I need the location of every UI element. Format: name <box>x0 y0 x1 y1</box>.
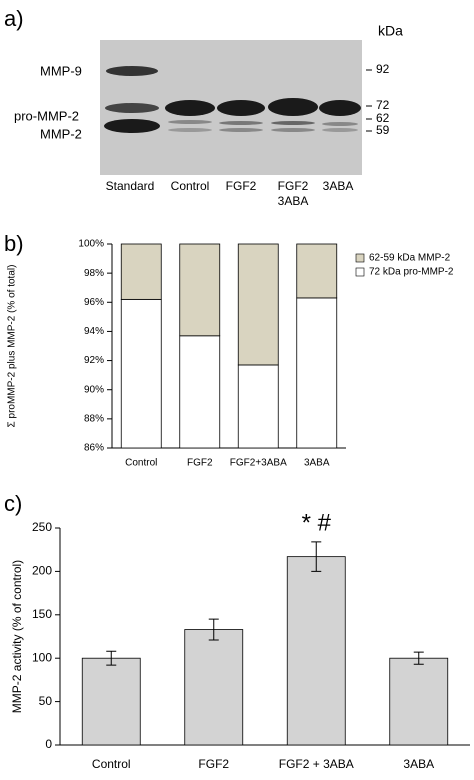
legend-swatch <box>355 267 365 277</box>
bar-segment <box>120 298 162 449</box>
error-bar <box>208 618 219 641</box>
x-tick-label: Control <box>125 458 157 469</box>
bar-segment <box>296 243 338 299</box>
y-tick-label: 88% <box>84 413 104 424</box>
lane-label: FGF2 <box>226 179 257 193</box>
marker-label: 72 <box>376 98 390 112</box>
x-tick-label: FGF2 <box>198 757 229 771</box>
y-tick-label: 200 <box>32 564 52 578</box>
bar-segment <box>296 297 338 449</box>
y-tick-label: 100 <box>32 650 52 664</box>
lane-label: Standard <box>106 179 155 193</box>
error-bar <box>311 541 322 572</box>
x-tick-label: FGF2 <box>187 458 213 469</box>
legend-label: 72 kDa pro-MMP-2 <box>369 267 454 278</box>
marker-label: 59 <box>376 123 390 137</box>
marker-label: 62 <box>376 111 390 125</box>
band-label: MMP-9 <box>40 63 82 78</box>
bar <box>286 556 346 746</box>
y-tick-label: 250 <box>32 520 52 534</box>
gel-bands <box>104 66 361 133</box>
lane-label: FGF2 <box>278 179 309 193</box>
panel-label: c) <box>4 491 22 516</box>
bar <box>184 629 244 746</box>
bar <box>81 657 141 746</box>
panel-label: b) <box>4 231 24 256</box>
bar-segment <box>179 335 221 449</box>
y-tick-label: 98% <box>84 268 104 279</box>
y-tick-label: 50 <box>39 694 53 708</box>
y-tick-label: 90% <box>84 384 104 395</box>
bar-segment <box>237 243 279 366</box>
error-bar <box>413 651 424 665</box>
marker-label: 92 <box>376 62 390 76</box>
lane-label: 3ABA <box>323 179 354 193</box>
x-tick-label: Control <box>92 757 131 771</box>
y-axis-label: MMP-2 activity (% of control) <box>10 560 24 713</box>
legend-label: 62-59 kDa MMP-2 <box>369 253 451 264</box>
x-tick-label: FGF2+3ABA <box>230 458 287 469</box>
y-tick-label: 86% <box>84 443 104 454</box>
y-tick-label: 150 <box>32 607 52 621</box>
y-tick-label: 0 <box>45 737 52 751</box>
band-label: MMP-2 <box>40 126 82 141</box>
bar-segment <box>120 243 162 300</box>
bar-segment <box>237 364 279 449</box>
x-tick-label: 3ABA <box>304 458 330 469</box>
lane-label: Control <box>171 179 210 193</box>
marker-dashes <box>366 69 372 132</box>
y-tick-label: 94% <box>84 326 104 337</box>
unit-label: kDa <box>378 23 403 39</box>
y-tick-label: 96% <box>84 297 104 308</box>
x-tick-label: 3ABA <box>403 757 434 771</box>
bar <box>389 657 449 746</box>
y-tick-label: 92% <box>84 355 104 366</box>
legend-swatch <box>355 253 365 263</box>
panel-label: a) <box>4 6 24 31</box>
lane-label: 3ABA <box>278 194 309 208</box>
y-axis-label: Σ proMMP-2 plus MMP-2 (% of total) <box>7 265 18 428</box>
annotation: * # <box>302 509 332 536</box>
y-tick-label: 100% <box>78 239 104 250</box>
error-bar <box>106 650 117 666</box>
band-label: pro-MMP-2 <box>14 108 79 123</box>
x-tick-label: FGF2 + 3ABA <box>279 757 354 771</box>
bar-segment <box>179 243 221 337</box>
